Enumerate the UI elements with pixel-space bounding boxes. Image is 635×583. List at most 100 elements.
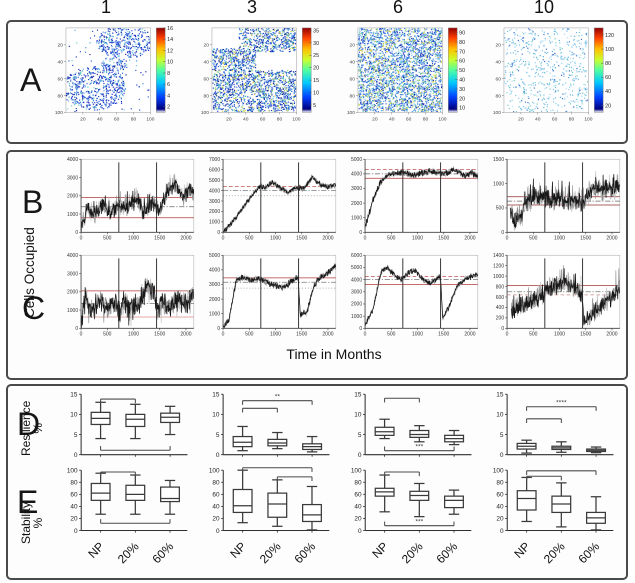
column-header-3: 3 xyxy=(246,0,258,17)
svg-text:1500: 1500 xyxy=(580,332,591,338)
svg-text:1000: 1000 xyxy=(270,236,281,242)
svg-text:5000: 5000 xyxy=(209,253,220,259)
svg-text:60: 60 xyxy=(114,116,120,122)
column-header-10: 10 xyxy=(533,0,555,17)
svg-text:15: 15 xyxy=(313,78,319,84)
svg-text:***: *** xyxy=(415,444,423,451)
panel-c-plots: 0 1000 2000 3000 4000 0 500 1000 1500 2000 0 1000 2… xyxy=(56,251,624,343)
svg-text:500: 500 xyxy=(529,332,538,338)
svg-text:500: 500 xyxy=(387,236,396,242)
svg-text:120: 120 xyxy=(605,33,614,39)
svg-text:40: 40 xyxy=(350,59,356,65)
svg-text:80: 80 xyxy=(350,93,356,99)
svg-text:14: 14 xyxy=(167,37,173,43)
svg-text:40: 40 xyxy=(496,504,504,511)
boxplot-resilience-col10: 0 5 10 15 **** xyxy=(496,392,614,459)
y-axis-label-resilience: Resilience % xyxy=(19,401,45,456)
svg-text:1000: 1000 xyxy=(128,332,139,338)
svg-text:2: 2 xyxy=(167,105,170,111)
timeseries-c-col10: 0 200 400 600 800 1000 1200 1400 0 500 1000 1500 200… xyxy=(493,253,621,338)
svg-text:15: 15 xyxy=(70,392,78,399)
svg-text:2000: 2000 xyxy=(67,194,78,200)
svg-text:80: 80 xyxy=(496,93,502,99)
svg-text:40: 40 xyxy=(459,78,465,84)
svg-text:500: 500 xyxy=(387,332,396,338)
svg-text:80: 80 xyxy=(204,93,210,99)
svg-text:3000: 3000 xyxy=(67,175,78,181)
svg-text:1200: 1200 xyxy=(493,263,504,269)
svg-text:40: 40 xyxy=(496,59,502,65)
svg-text:60%: 60% xyxy=(291,539,318,566)
svg-text:5: 5 xyxy=(500,432,504,439)
svg-text:1000: 1000 xyxy=(493,274,504,280)
svg-text:100: 100 xyxy=(67,467,78,474)
svg-text:16: 16 xyxy=(167,26,173,32)
svg-text:2000: 2000 xyxy=(464,332,475,338)
y-axis-label-cells-occupied: Cells Occupied xyxy=(22,227,37,318)
svg-text:2000: 2000 xyxy=(180,332,191,338)
svg-text:*: * xyxy=(276,465,279,468)
svg-text:100: 100 xyxy=(605,47,614,53)
svg-text:1500: 1500 xyxy=(154,332,165,338)
svg-text:4000: 4000 xyxy=(351,172,362,178)
svg-text:90: 90 xyxy=(459,31,465,37)
heatmap-density-col6: 20 40 60 80 100 20 40 60 80 100 10 20 30 40 50 60 70 80 90 xyxy=(347,27,465,122)
svg-text:100: 100 xyxy=(209,467,220,474)
svg-text:3000: 3000 xyxy=(209,199,220,205)
svg-text:1000: 1000 xyxy=(209,311,220,317)
svg-text:100: 100 xyxy=(347,110,355,116)
svg-text:6000: 6000 xyxy=(209,167,220,173)
panel-de-frame: D E Resilience % Stability % 0 5 10 15 0 5 10… xyxy=(6,384,628,580)
svg-text:2000: 2000 xyxy=(606,236,617,242)
svg-text:20: 20 xyxy=(496,516,504,523)
x-axis-label-time-in-months: Time in Months xyxy=(286,346,382,362)
svg-text:NP: NP xyxy=(369,539,391,561)
svg-text:15: 15 xyxy=(212,392,220,399)
panel-d-letter: D xyxy=(17,406,41,442)
svg-text:12: 12 xyxy=(167,48,173,54)
svg-text:80: 80 xyxy=(496,480,504,487)
svg-text:40: 40 xyxy=(535,116,541,122)
svg-text:80: 80 xyxy=(212,480,220,487)
timeseries-c-col3: 0 1000 2000 3000 4000 5000 0 500 1000 1500 2000 xyxy=(209,253,337,338)
svg-text:2000: 2000 xyxy=(351,201,362,207)
svg-text:80: 80 xyxy=(459,40,465,46)
svg-text:1000: 1000 xyxy=(128,236,139,242)
svg-text:80: 80 xyxy=(131,116,137,122)
panel-a-frame: A 20 40 60 80 100 20 40 60 80 100 2 4 6 8 10 12 14 16 20 4… xyxy=(6,20,628,144)
svg-text:40: 40 xyxy=(605,89,611,95)
svg-text:1500: 1500 xyxy=(296,332,307,338)
svg-text:1000: 1000 xyxy=(493,181,504,187)
svg-text:500: 500 xyxy=(103,332,112,338)
panel-a-plots: 20 40 60 80 100 20 40 60 80 100 2 4 6 8 10 12 14 16 20 40 6… xyxy=(46,24,630,134)
svg-text:0: 0 xyxy=(74,452,78,459)
svg-text:1500: 1500 xyxy=(438,236,449,242)
svg-text:6: 6 xyxy=(167,82,170,88)
boxplot-stability-col10: 0 20 40 60 80 100 NP 20% 60% xyxy=(493,467,614,566)
svg-text:NP: NP xyxy=(227,539,249,561)
svg-text:0: 0 xyxy=(364,236,367,242)
svg-text:0: 0 xyxy=(501,326,504,332)
svg-text:1500: 1500 xyxy=(296,236,307,242)
svg-text:20: 20 xyxy=(605,103,611,109)
svg-text:2000: 2000 xyxy=(180,236,191,242)
svg-text:80: 80 xyxy=(58,93,64,99)
svg-text:20%: 20% xyxy=(399,539,426,566)
svg-text:0: 0 xyxy=(359,326,362,332)
timeseries-b-col3: 0 1000 2000 3000 4000 5000 6000 7000 0 500 1000 150… xyxy=(209,157,337,242)
svg-text:100: 100 xyxy=(146,116,154,122)
svg-text:***: *** xyxy=(415,519,423,526)
panel-b-letter: B xyxy=(22,184,44,220)
svg-text:500: 500 xyxy=(529,236,538,242)
timeseries-b-col1: 0 1000 2000 3000 4000 0 500 1000 1500 2000 xyxy=(67,157,195,242)
svg-text:0: 0 xyxy=(506,332,509,338)
svg-text:80: 80 xyxy=(569,116,575,122)
svg-text:60: 60 xyxy=(58,76,64,82)
svg-text:60: 60 xyxy=(70,492,78,499)
svg-text:0: 0 xyxy=(217,326,220,332)
svg-text:5: 5 xyxy=(313,103,316,109)
svg-text:500: 500 xyxy=(245,236,254,242)
boxplot-resilience-col1: 0 5 10 15 xyxy=(70,392,188,459)
svg-text:0: 0 xyxy=(501,230,504,236)
svg-text:2000: 2000 xyxy=(209,297,220,303)
